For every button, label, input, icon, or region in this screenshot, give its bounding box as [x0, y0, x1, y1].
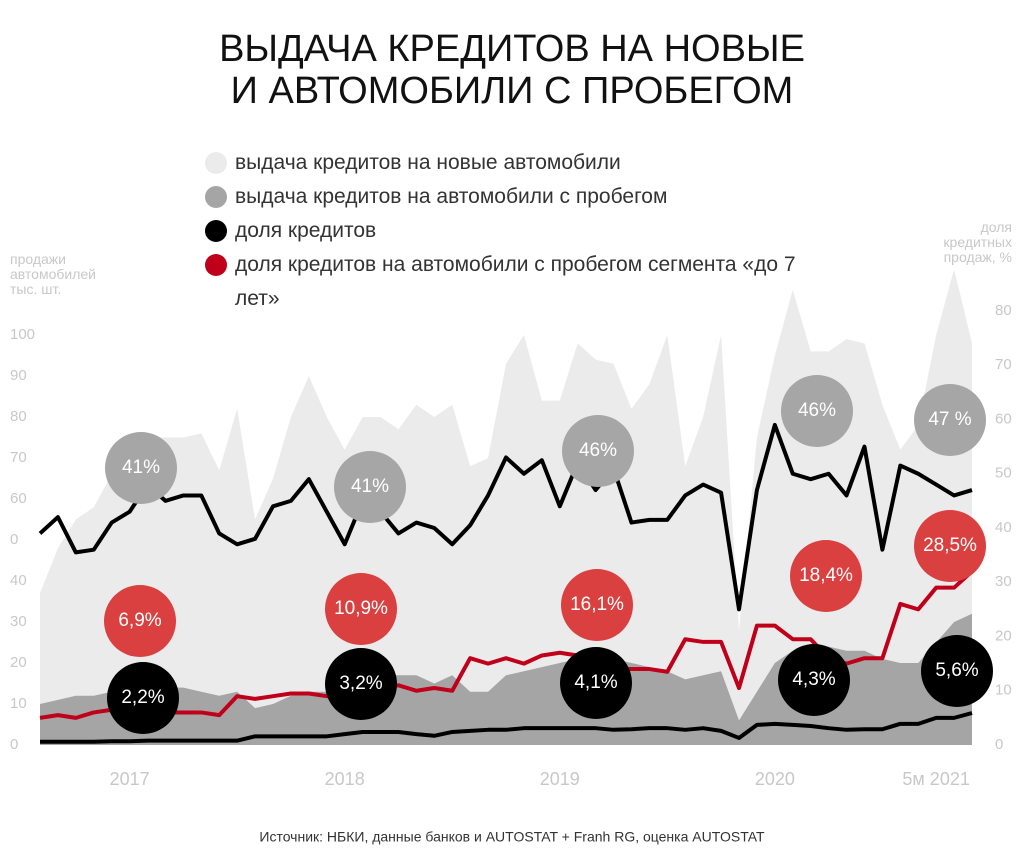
annotation-bubble — [562, 415, 634, 487]
legend-item: выдача кредитов на автомобили с пробегом — [205, 180, 815, 214]
y2-axis-label: доля кредитных продаж, % — [943, 219, 1012, 265]
annotation: 41% — [351, 476, 389, 497]
legend-label: выдача кредитов на автомобили с пробегом — [235, 185, 668, 208]
y2-tick-label: 40 — [995, 519, 1012, 536]
annotation: 41% — [122, 457, 160, 478]
x-tick-label: 2019 — [540, 769, 580, 789]
y-tick-label: 20 — [10, 654, 27, 671]
annotation-bubble — [561, 569, 633, 641]
line — [40, 711, 973, 744]
annotation-bubble — [107, 662, 179, 734]
y2-tick-label: 30 — [995, 573, 1012, 590]
annotation: 47 % — [928, 409, 971, 430]
legend-item: доля кредитов на автомобили с пробегом с… — [205, 248, 815, 316]
source: Источник: НБКИ, данные банков и AUTOSTAT… — [259, 829, 765, 845]
annotation: 16,1% — [570, 594, 624, 615]
legend-label: доля кредитов — [235, 219, 377, 242]
y2-tick-label: 50 — [995, 465, 1012, 482]
legend-swatch — [205, 254, 227, 276]
annotation: 18,4% — [799, 565, 853, 586]
annotation-bubble — [334, 451, 406, 523]
y-tick-label: 30 — [10, 613, 27, 630]
annotation-bubble — [781, 375, 853, 447]
y-axis-label: продажи автомобилей тыс. шт. — [10, 251, 96, 297]
chart-title: ВЫДАЧА КРЕДИТОВ НА НОВЫЕ — [219, 28, 805, 70]
annotation: 28,5% — [923, 535, 977, 556]
annotation: 46% — [798, 400, 836, 421]
annotation-bubble — [778, 644, 850, 716]
legend-item: доля кредитов — [205, 214, 815, 248]
y2-tick-label: 0 — [995, 736, 1003, 753]
legend-swatch — [205, 186, 227, 208]
y2-tick-label: 20 — [995, 627, 1012, 644]
legend-swatch — [205, 220, 227, 242]
y-tick-label: 0 — [10, 736, 18, 753]
y-tick-label: 10 — [10, 695, 27, 712]
y2-tick-label: 10 — [995, 682, 1012, 699]
x-tick-label: 2017 — [110, 769, 150, 789]
annotation-bubble — [914, 510, 986, 582]
annotation-bubble — [921, 635, 993, 707]
y-tick-label: 90 — [10, 367, 27, 384]
x-tick-label: 5м 2021 — [902, 769, 969, 789]
area — [40, 269, 972, 745]
y-tick-label: 0 — [10, 531, 18, 548]
annotation-bubble — [560, 647, 632, 719]
y2-tick-label: 70 — [995, 356, 1012, 373]
legend-item: выдача кредитов на новые автомобили — [205, 146, 815, 180]
annotation-bubble — [914, 384, 986, 456]
y-tick-label: 100 — [10, 326, 35, 343]
annotation-bubble — [325, 648, 397, 720]
area — [40, 613, 972, 745]
annotation: 46% — [579, 440, 617, 461]
x-tick-label: 2020 — [755, 769, 795, 789]
y2-tick-label: 80 — [995, 302, 1012, 319]
annotation: 5,6% — [935, 660, 978, 681]
y-tick-label: 60 — [10, 490, 27, 507]
annotation: 4,3% — [792, 669, 835, 690]
annotation: 6,9% — [118, 610, 161, 631]
line — [38, 422, 973, 612]
legend-label: выдача кредитов на новые автомобили — [235, 151, 621, 174]
annotation: 2,2% — [121, 687, 164, 708]
legend: выдача кредитов на новые автомобили выдач… — [205, 146, 815, 316]
y-tick-label: 80 — [10, 408, 27, 425]
annotation-bubble — [790, 540, 862, 612]
annotation-bubble — [325, 573, 397, 645]
y-tick-label: 40 — [10, 572, 27, 589]
annotation: 4,1% — [574, 672, 617, 693]
annotation-bubble — [104, 585, 176, 657]
x-tick-label: 2018 — [325, 769, 365, 789]
chart-title: И АВТОМОБИЛИ С ПРОБЕГОМ — [230, 70, 794, 112]
y-tick-label: 70 — [10, 449, 27, 466]
annotation: 3,2% — [339, 673, 382, 694]
legend-label: доля кредитов на автомобили с пробегом с… — [235, 253, 796, 310]
annotation-bubble — [105, 432, 177, 504]
legend-swatch — [205, 152, 227, 174]
y2-tick-label: 60 — [995, 410, 1012, 427]
annotation: 10,9% — [334, 598, 388, 619]
